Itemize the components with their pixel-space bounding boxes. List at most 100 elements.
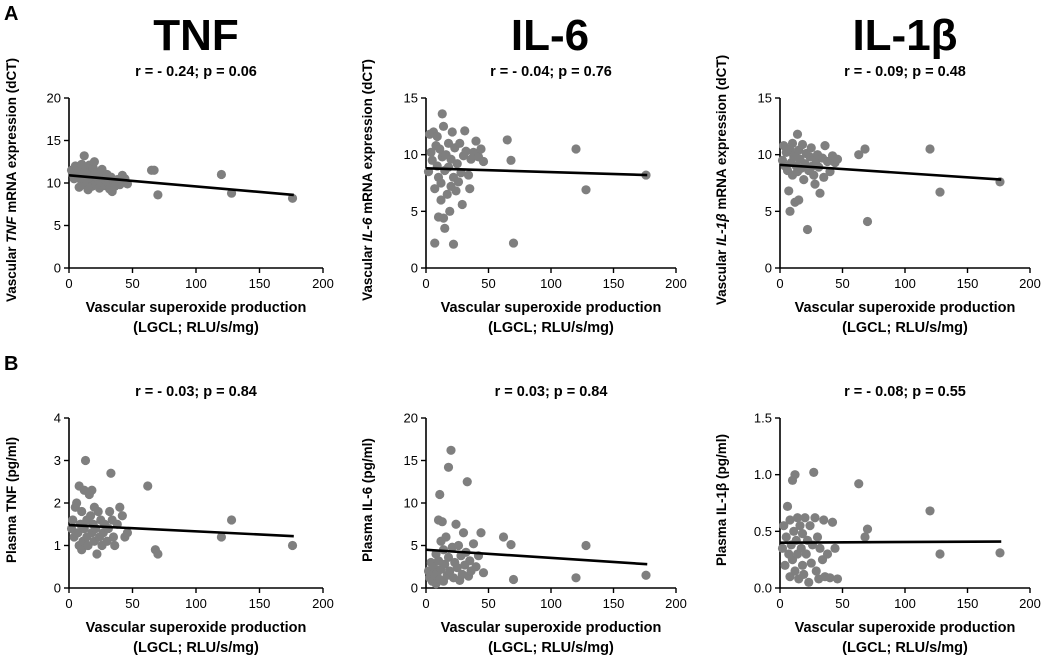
x-tick-label: 200: [1019, 596, 1041, 611]
x-tick-label: 50: [835, 596, 849, 611]
data-point: [105, 506, 115, 517]
data-point: [805, 521, 815, 531]
data-point: [476, 528, 486, 538]
data-point: [92, 549, 102, 559]
data-point: [832, 154, 843, 164]
data-point: [110, 540, 120, 551]
data-point: [571, 573, 581, 583]
x-tick-label: 150: [249, 276, 271, 291]
data-point: [216, 532, 226, 542]
x-tick-label: 100: [540, 596, 562, 611]
x-axis-label-units: (LGCL; RLU/s/mg): [488, 640, 614, 656]
data-point: [68, 515, 78, 525]
data-point: [799, 175, 809, 185]
y-tick-label: 2: [54, 496, 61, 511]
y-axis-label-pre: Plasma IL-1β (pg/ml): [714, 434, 729, 566]
y-axis-label: Plasma IL-1β (pg/ml): [714, 434, 729, 566]
data-point: [287, 540, 298, 551]
data-point: [465, 184, 475, 194]
data-point: [779, 521, 789, 531]
data-point: [854, 479, 864, 489]
stat-label: r = - 0.08; p = 0.55: [844, 384, 966, 400]
data-point: [862, 216, 873, 227]
x-tick-label: 0: [422, 596, 429, 611]
data-point: [85, 511, 96, 521]
data-point: [810, 513, 820, 523]
data-point: [457, 199, 467, 210]
y-axis-label: Vascular IL-1β mRNA expression (dCT): [714, 55, 729, 305]
data-point: [463, 170, 474, 180]
data-point: [436, 195, 446, 205]
data-point: [780, 560, 790, 570]
regression-line: [68, 174, 294, 197]
data-point: [443, 462, 454, 472]
data-point: [789, 526, 799, 536]
y-axis-label-pre: Plasma TNF (pg/ml): [4, 437, 19, 563]
y-tick-label: 1.0: [754, 467, 772, 482]
chart-b-il1b: r = - 0.08; p = 0.55 0 50 100 150 200 0.0 0.5 1.…: [714, 384, 1041, 656]
data-point: [777, 543, 788, 553]
data-point: [806, 558, 816, 568]
y-axis-label-post: mRNA expression (dCT): [4, 58, 19, 217]
x-tick-label: 50: [835, 276, 849, 291]
chart-a-tnf: r = - 0.24; p = 0.06 0 50 100 150 200 0 5 10 15 20…: [4, 58, 334, 336]
x-tick-label: 0: [776, 596, 783, 611]
y-tick-label: 15: [404, 91, 418, 106]
y-tick-label: 15: [758, 91, 772, 106]
data-point: [571, 144, 581, 154]
data-point: [860, 532, 870, 542]
data-point: [830, 543, 840, 553]
data-point: [87, 485, 97, 495]
data-point: [854, 150, 864, 160]
y-tick-label: 10: [47, 176, 61, 191]
data-point: [153, 549, 163, 559]
data-point: [447, 127, 457, 137]
data-point: [498, 532, 509, 542]
x-tick-label: 150: [603, 596, 625, 611]
data-point: [819, 515, 829, 525]
data-point: [438, 121, 449, 131]
y-tick-label: 0: [411, 261, 418, 276]
data-point: [435, 489, 445, 500]
data-point: [797, 560, 808, 570]
stat-label: r = - 0.04; p = 0.76: [490, 64, 612, 80]
data-point: [435, 144, 445, 154]
data-point: [89, 157, 99, 167]
data-point: [460, 126, 470, 136]
x-axis-label: Vascular superoxide production: [86, 620, 307, 636]
regression-line: [425, 548, 648, 566]
data-point: [815, 188, 825, 198]
y-axis-label-gene: IL-6: [360, 217, 375, 241]
data-point: [508, 574, 519, 585]
y-tick-label: 5: [54, 218, 61, 233]
y-tick-label: 10: [758, 147, 772, 162]
chart-a-il1b: r = - 0.09; p = 0.48 0 50 100 150 200 0 5 10 15 Va…: [714, 55, 1041, 336]
data-point: [581, 540, 591, 551]
x-tick-label: 150: [957, 276, 979, 291]
data-point: [453, 540, 464, 551]
y-tick-label: 4: [54, 411, 61, 426]
data-point: [153, 190, 163, 200]
regression-line: [779, 163, 1002, 181]
x-axis-label: Vascular superoxide production: [441, 300, 662, 316]
data-point: [77, 506, 87, 517]
x-axis-label-units: (LGCL; RLU/s/mg): [842, 640, 968, 656]
data-point: [437, 517, 447, 527]
data-point: [122, 528, 133, 538]
x-axis-label: Vascular superoxide production: [86, 300, 307, 316]
y-axis-label: Plasma IL-6 (pg/ml): [360, 438, 375, 562]
data-point: [806, 143, 816, 153]
data-point: [799, 569, 809, 580]
data-point: [995, 548, 1005, 558]
x-tick-label: 200: [312, 276, 334, 291]
data-point: [287, 193, 298, 203]
data-point: [446, 445, 456, 455]
panel-a-label: A: [4, 3, 18, 25]
data-point: [812, 532, 823, 542]
data-point: [801, 549, 811, 559]
y-axis-label: Vascular IL-6 mRNA expression (dCT): [360, 59, 375, 301]
data-point: [478, 568, 489, 578]
y-tick-label: 0: [411, 581, 418, 596]
x-tick-label: 0: [65, 276, 72, 291]
